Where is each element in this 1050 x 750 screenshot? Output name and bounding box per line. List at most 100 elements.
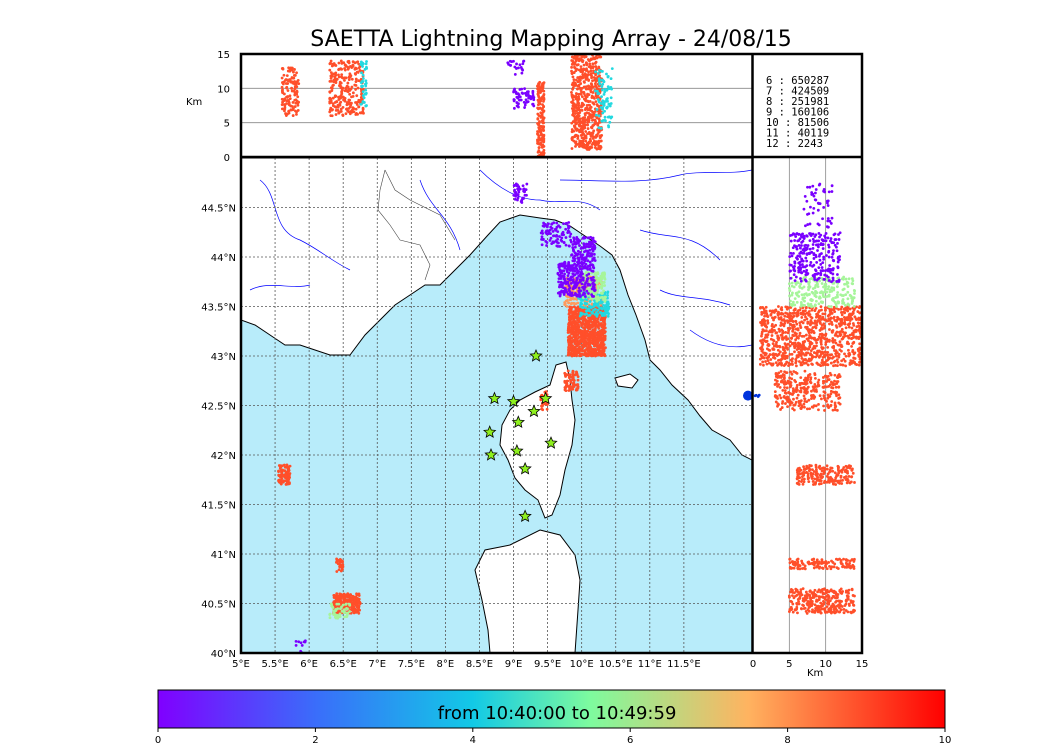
alt-lat-point	[846, 307, 850, 310]
map-point	[567, 263, 571, 267]
lon-alt-point	[524, 98, 528, 102]
map-point	[586, 249, 590, 253]
alt-lat-point	[795, 396, 799, 400]
lon-alt-point	[286, 89, 290, 92]
map-point	[588, 260, 592, 264]
alt-lat-point	[778, 393, 782, 397]
lon-alt-point	[574, 104, 578, 108]
alt-lat-point	[771, 362, 775, 366]
map-point	[348, 596, 352, 600]
lon-alt-point	[585, 63, 589, 67]
alt-lat-bg	[753, 158, 862, 653]
alt-lat-point	[848, 307, 852, 311]
lon-alt-point	[572, 78, 576, 82]
lon-alt-point	[364, 91, 368, 95]
alt-lat-point	[850, 345, 854, 348]
alt-lat-point	[839, 320, 843, 323]
map-point	[581, 257, 585, 261]
map-point	[593, 337, 597, 341]
lon-alt-point	[581, 73, 585, 77]
alt-lat-point	[839, 363, 842, 367]
alt-lat-point	[788, 326, 792, 330]
map-point	[587, 321, 591, 325]
alt-lat-point	[795, 332, 798, 336]
lon-alt-point	[292, 107, 295, 110]
alt-lat-point	[829, 361, 833, 365]
map-point	[279, 465, 283, 469]
lon-alt-point	[338, 84, 341, 88]
station-marker	[538, 391, 553, 405]
lon-alt-point	[597, 140, 601, 144]
lon-alt-point	[539, 152, 543, 156]
map-point	[606, 294, 609, 297]
lon-alt-point	[589, 82, 593, 86]
lon-alt-point	[539, 124, 542, 128]
map-point	[588, 333, 592, 337]
map-point	[584, 339, 588, 343]
lon-alt-point	[337, 73, 340, 77]
lon-alt-point	[596, 147, 600, 150]
map-point	[588, 344, 591, 348]
lon-tick-label: 6°E	[300, 659, 318, 670]
alt-lat-point	[844, 354, 848, 358]
lon-alt-point	[585, 95, 589, 98]
lon-alt-point	[365, 60, 368, 63]
map-point	[581, 253, 585, 257]
alt-lat-point	[790, 336, 793, 340]
alt-lat-point	[781, 400, 785, 403]
alt-lat-point	[826, 353, 829, 357]
lon-alt-point	[295, 85, 299, 89]
map-point	[577, 256, 581, 260]
map-point	[583, 250, 586, 254]
map-point	[579, 289, 583, 292]
alt-lat-point	[855, 325, 859, 329]
alt-lat-point	[791, 357, 794, 361]
map-point	[302, 640, 306, 644]
map-point	[567, 325, 570, 329]
map-point	[550, 222, 554, 226]
map-point	[562, 233, 566, 237]
map-point	[539, 398, 543, 402]
map-point	[541, 408, 545, 412]
alt-lat-point	[838, 348, 842, 352]
lon-alt-point	[600, 95, 603, 99]
map-point	[569, 320, 572, 323]
map-point	[577, 286, 581, 290]
lon-alt-point	[541, 83, 545, 86]
alt-lat-point	[843, 359, 847, 363]
map-point	[517, 190, 521, 194]
map-point	[337, 558, 341, 562]
map-point	[567, 301, 571, 305]
map-point	[571, 376, 575, 380]
alt-lat-point	[786, 326, 790, 330]
lon-alt-point	[538, 87, 541, 90]
map-point	[572, 281, 576, 284]
lon-alt-point	[608, 120, 612, 124]
lon-alt-point	[584, 85, 588, 89]
map-point	[573, 245, 577, 249]
alt-lat-point	[801, 340, 805, 344]
lon-alt-point	[603, 90, 607, 94]
map-point	[568, 286, 572, 290]
lon-alt-point	[355, 67, 358, 70]
lon-alt-point	[570, 100, 573, 104]
map-point	[591, 259, 594, 262]
map-point	[601, 340, 605, 343]
alt-lat-point	[843, 307, 846, 311]
map-point	[566, 277, 570, 281]
map-point	[568, 317, 572, 321]
map-point	[284, 474, 288, 478]
lon-alt-point	[518, 88, 522, 91]
map-point	[580, 349, 583, 352]
lon-alt-point	[346, 109, 350, 113]
lon-alt-point	[587, 103, 591, 107]
map-point	[594, 344, 598, 348]
alt-lat-point	[840, 311, 843, 314]
lon-alt-point	[291, 81, 295, 85]
lon-alt-point	[594, 65, 598, 68]
map-cluster	[570, 235, 597, 264]
map-point	[567, 376, 571, 380]
alt-lat-point	[849, 316, 853, 320]
lon-alt-point	[572, 139, 576, 143]
lon-alt-point	[541, 110, 545, 114]
